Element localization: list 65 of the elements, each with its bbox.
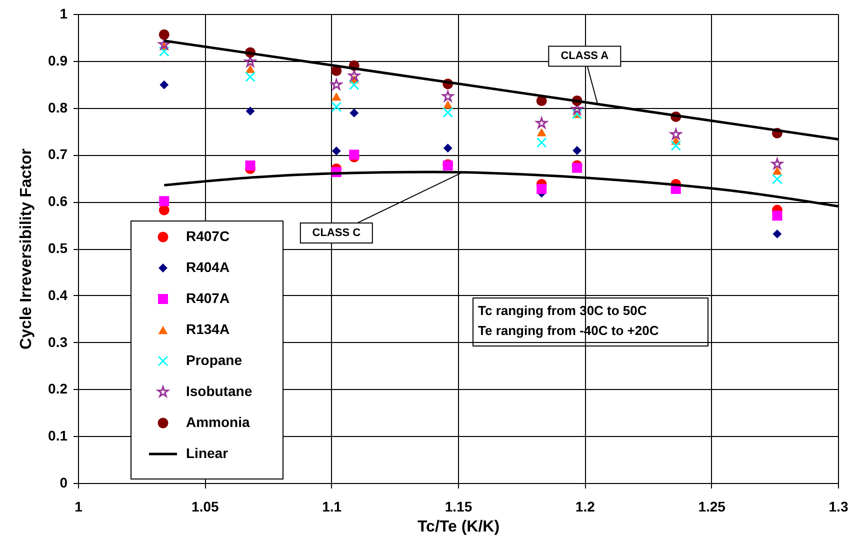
point — [160, 80, 169, 90]
point — [772, 174, 782, 184]
point — [536, 117, 548, 128]
point — [670, 128, 682, 140]
annotation: CLASS C — [312, 227, 361, 240]
point — [245, 160, 256, 170]
y-tick-label: 0.3 — [48, 334, 68, 350]
point — [348, 70, 360, 81]
x-tick-label: 1.2 — [575, 498, 596, 514]
x-axis-title: Tc/Te (K/K) — [417, 518, 500, 536]
point — [246, 106, 255, 116]
point — [670, 140, 682, 152]
point — [772, 229, 782, 238]
y-tick-label: 0.2 — [48, 380, 68, 397]
legend-label: Propane — [186, 352, 242, 368]
legend-label: Isobutane — [186, 383, 252, 399]
point — [331, 102, 342, 112]
point — [348, 80, 360, 90]
legend-label: R407C — [186, 228, 230, 244]
legend-label: Linear — [186, 445, 229, 461]
annotation: CLASS A — [560, 50, 609, 62]
point — [772, 166, 782, 175]
x-tick-label: 1.25 — [698, 498, 726, 514]
point — [330, 78, 342, 90]
y-tick-label: 0.4 — [48, 286, 68, 303]
point — [246, 64, 256, 73]
point — [772, 210, 782, 221]
point — [350, 108, 359, 118]
point — [349, 150, 360, 160]
point — [572, 162, 582, 173]
legend-label: R407A — [186, 290, 230, 306]
point — [159, 196, 170, 206]
x-tick-label: 1.15 — [444, 498, 472, 514]
x-tick-label: 1.3 — [828, 498, 848, 514]
point — [442, 90, 454, 102]
point — [536, 184, 547, 194]
y-tick-label: 0.1 — [48, 428, 68, 444]
y-tick-label: 0.7 — [48, 146, 68, 162]
legend-label: Ammonia — [186, 414, 250, 430]
legend-label: R404A — [186, 259, 230, 275]
point — [158, 204, 170, 216]
point — [443, 100, 453, 109]
point — [443, 144, 452, 153]
y-tick-label: 0.8 — [48, 99, 68, 116]
y-tick-label: 0.9 — [48, 52, 68, 68]
y-tick-label: 0.6 — [48, 193, 68, 210]
point — [442, 107, 454, 118]
legend-label: R134A — [186, 321, 230, 337]
point — [572, 146, 582, 155]
x-tick-label: 1.05 — [192, 498, 220, 514]
point — [245, 72, 256, 82]
y-tick-label: 1 — [60, 6, 68, 22]
y-axis-title: Cycle Irreversibility Factor — [18, 148, 36, 350]
y-tick-label: 0.5 — [48, 240, 68, 256]
point — [158, 38, 170, 50]
point — [332, 92, 342, 101]
x-tick-label: 1 — [74, 498, 83, 514]
x-tick-label: 1.1 — [322, 498, 342, 514]
point — [332, 146, 341, 156]
point — [158, 29, 170, 40]
point — [536, 137, 547, 148]
point — [536, 128, 546, 136]
y-tick-label: 0 — [60, 474, 68, 490]
point — [771, 158, 783, 170]
point — [158, 46, 170, 57]
